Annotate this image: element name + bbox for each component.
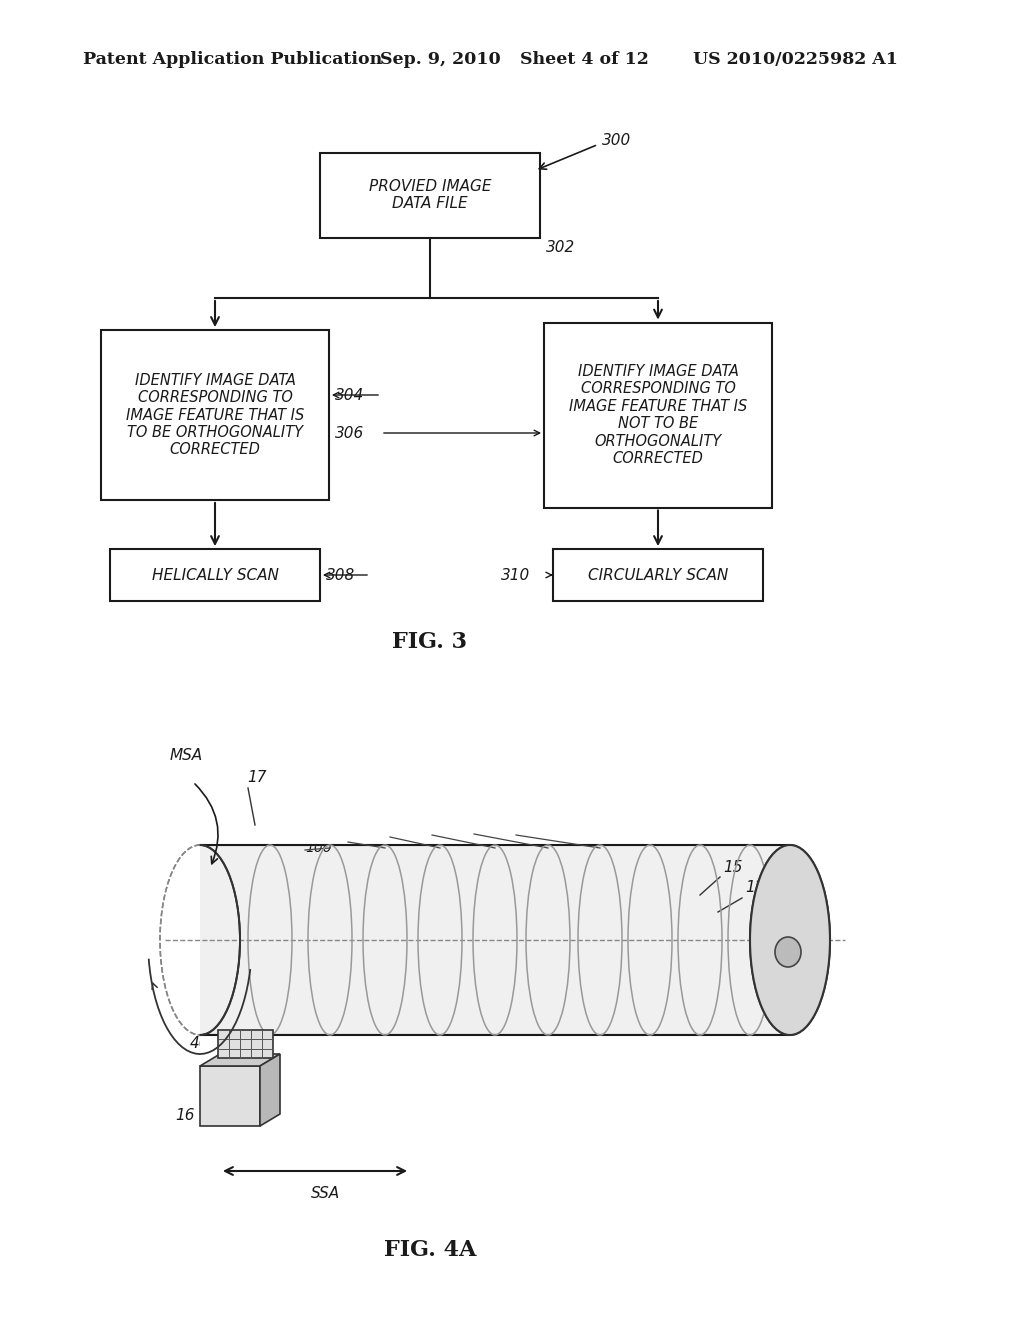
Text: 40: 40: [190, 1036, 210, 1052]
Text: 100: 100: [432, 826, 459, 840]
Text: 100: 100: [305, 841, 332, 855]
Text: 100: 100: [474, 825, 501, 840]
Text: Patent Application Publication: Patent Application Publication: [83, 51, 382, 69]
Text: HELICALLY SCAN: HELICALLY SCAN: [152, 568, 279, 582]
Ellipse shape: [750, 845, 830, 1035]
Polygon shape: [200, 1067, 260, 1126]
Ellipse shape: [775, 937, 801, 968]
Text: US 2010/0225982 A1: US 2010/0225982 A1: [693, 51, 898, 69]
Text: IDENTIFY IMAGE DATA
CORRESPONDING TO
IMAGE FEATURE THAT IS
TO BE ORTHOGONALITY
C: IDENTIFY IMAGE DATA CORRESPONDING TO IMA…: [126, 372, 304, 457]
Bar: [319, 153, 540, 238]
Text: 16: 16: [175, 1109, 195, 1123]
Text: 306: 306: [335, 425, 365, 441]
Text: IDENTIFY IMAGE DATA
CORRESPONDING TO
IMAGE FEATURE THAT IS
NOT TO BE
ORTHOGONALI: IDENTIFY IMAGE DATA CORRESPONDING TO IMA…: [569, 364, 748, 466]
Text: 12: 12: [745, 880, 765, 895]
Text: 100: 100: [348, 833, 375, 847]
Bar: [553, 549, 763, 601]
Text: MSA: MSA: [170, 747, 203, 763]
Polygon shape: [217, 1030, 272, 1059]
Text: 308: 308: [326, 568, 355, 582]
Text: 15: 15: [723, 861, 742, 875]
Text: 304: 304: [335, 388, 365, 403]
Text: FIG. 3: FIG. 3: [392, 631, 468, 653]
Text: Sheet 4 of 12: Sheet 4 of 12: [520, 51, 649, 69]
Ellipse shape: [750, 845, 830, 1035]
Bar: [110, 549, 319, 601]
Text: SSA: SSA: [310, 1185, 340, 1200]
Bar: [544, 322, 772, 507]
Text: Sep. 9, 2010: Sep. 9, 2010: [380, 51, 501, 69]
Text: 300: 300: [602, 133, 631, 148]
Polygon shape: [260, 1053, 280, 1126]
Text: 100: 100: [516, 826, 543, 840]
Text: 310: 310: [501, 568, 530, 582]
Polygon shape: [200, 1053, 280, 1067]
Ellipse shape: [775, 937, 801, 968]
Text: PROVIED IMAGE
DATA FILE: PROVIED IMAGE DATA FILE: [369, 178, 492, 211]
Text: FIG. 4A: FIG. 4A: [384, 1239, 476, 1261]
Text: 17: 17: [247, 771, 266, 785]
Text: 302: 302: [546, 240, 575, 256]
Bar: [101, 330, 329, 500]
Text: 100: 100: [390, 828, 417, 842]
Text: 14: 14: [805, 973, 824, 987]
Text: CIRCULARLY SCAN: CIRCULARLY SCAN: [588, 568, 728, 582]
Polygon shape: [200, 845, 790, 1035]
